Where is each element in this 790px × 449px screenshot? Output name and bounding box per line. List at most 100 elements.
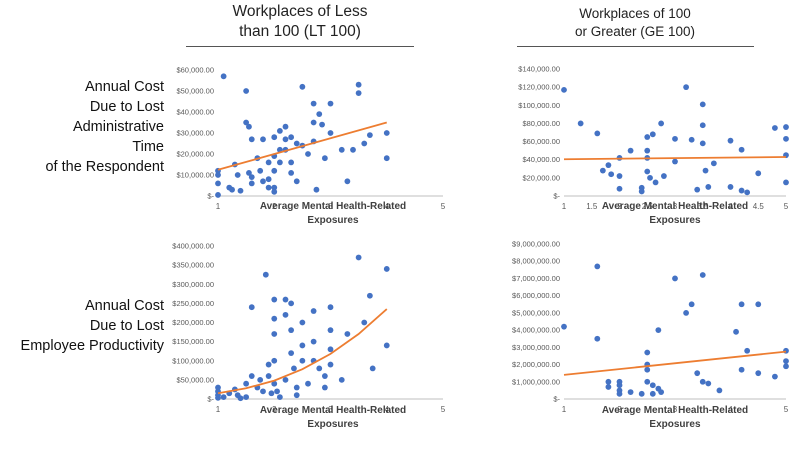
data-point — [288, 350, 295, 356]
data-point — [616, 185, 623, 192]
data-point — [327, 100, 334, 107]
data-point — [268, 390, 275, 397]
data-point — [313, 186, 320, 193]
data-point — [234, 172, 241, 178]
data-point — [627, 389, 634, 396]
data-point — [694, 186, 701, 193]
data-point — [243, 380, 250, 387]
data-point — [688, 136, 695, 143]
data-point — [644, 168, 651, 175]
data-point — [327, 361, 334, 368]
data-point — [265, 373, 272, 379]
data-point — [361, 140, 368, 147]
data-point — [310, 100, 317, 107]
data-point — [644, 378, 651, 385]
data-point — [649, 131, 656, 138]
data-point — [338, 376, 345, 383]
data-point — [271, 167, 278, 174]
x-tick-label: 1 — [216, 202, 221, 211]
x-tick-label: 5 — [784, 202, 789, 211]
data-point — [321, 384, 328, 391]
data-point — [658, 389, 665, 396]
data-point — [237, 395, 244, 402]
data-point — [599, 167, 606, 174]
data-point — [265, 159, 272, 166]
y-tick-label: $1,000,000.00 — [512, 377, 560, 386]
y-tick-label: $50,000.00 — [176, 87, 214, 96]
x-tick-label: 5 — [784, 405, 789, 414]
y-tick-label: $120,000.00 — [518, 83, 560, 92]
data-point — [577, 120, 584, 127]
column-title-ge100: Workplaces of 100 or Greater (GE 100) — [520, 5, 750, 40]
column-title-lt100-line1: Workplaces of Less — [232, 3, 368, 20]
data-point — [243, 394, 250, 400]
y-tick-label: $8,000,000.00 — [512, 257, 560, 266]
data-point — [243, 119, 250, 126]
data-point — [327, 304, 334, 311]
data-point — [644, 147, 651, 154]
x-tick-label: 2 — [272, 405, 277, 414]
data-point — [699, 378, 706, 385]
column-rule-ge100 — [517, 46, 754, 47]
data-point — [616, 173, 623, 179]
data-point — [260, 388, 266, 395]
y-tick-label: $300,000.00 — [172, 280, 214, 289]
y-tick-label: $- — [553, 192, 560, 201]
x-axis-title-line1: Average Mental Health-Related — [602, 405, 748, 416]
data-point — [271, 188, 278, 195]
column-title-lt100: Workplaces of Less than 100 (LT 100) — [170, 2, 430, 42]
data-point — [738, 146, 745, 153]
data-point — [282, 123, 289, 130]
data-point — [699, 101, 706, 108]
data-point — [744, 189, 751, 196]
data-point — [705, 184, 712, 190]
x-tick-label: 1.5 — [586, 202, 598, 211]
data-point — [319, 121, 325, 128]
data-point — [716, 387, 723, 394]
data-point — [276, 394, 283, 400]
data-point — [310, 119, 317, 126]
data-point — [271, 331, 278, 337]
y-tick-label: $200,000.00 — [172, 318, 214, 327]
data-point — [282, 296, 289, 303]
y-tick-label: $60,000.00 — [176, 66, 214, 75]
data-point — [288, 134, 295, 141]
data-point — [246, 123, 252, 130]
data-point — [710, 160, 717, 167]
row-label-prod-line2: Due to Lost — [89, 318, 164, 334]
data-point — [616, 382, 623, 389]
data-point — [366, 132, 373, 139]
trend-line — [217, 308, 388, 395]
row-label-admin-line3: Time — [132, 139, 164, 155]
data-point — [220, 73, 227, 80]
data-point — [248, 174, 255, 181]
row-label-admin-line4: of the Respondent — [45, 159, 164, 175]
data-point — [310, 308, 317, 314]
data-point — [672, 135, 678, 142]
column-title-ge100-line1: Workplaces of 100 — [579, 6, 691, 21]
data-point — [616, 390, 623, 397]
data-point — [355, 90, 362, 96]
data-point — [293, 384, 300, 391]
data-point — [257, 167, 264, 174]
y-tick-label: $250,000.00 — [172, 299, 214, 308]
data-point — [215, 172, 221, 178]
data-point — [288, 327, 295, 334]
y-tick-label: $- — [207, 192, 214, 201]
x-tick-label: 1 — [562, 405, 567, 414]
trend-line — [217, 121, 387, 171]
data-point — [288, 159, 295, 166]
data-point — [344, 178, 351, 185]
data-point — [755, 170, 762, 177]
y-tick-label: $100,000.00 — [518, 101, 560, 110]
x-tick-label: 3 — [673, 202, 678, 211]
data-point — [321, 373, 328, 379]
data-point — [605, 378, 612, 385]
data-point — [361, 319, 368, 326]
data-point — [655, 327, 662, 334]
x-tick-label: 2.5 — [642, 202, 654, 211]
row-label-prod-line3: Employee Productivity — [20, 338, 164, 354]
data-point — [271, 296, 278, 303]
data-point — [338, 146, 345, 153]
